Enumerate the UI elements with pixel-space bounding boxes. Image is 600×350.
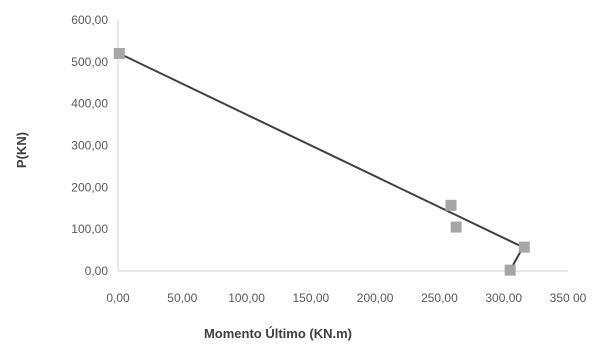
data-point <box>518 241 530 253</box>
x-tick-label: 250,00 <box>421 291 458 305</box>
y-tick-labels: 0,00 100,00 200,00 300,00 400,00 500,00 600,00 <box>71 13 108 278</box>
data-point <box>450 221 462 233</box>
data-point <box>445 199 457 211</box>
x-tick-label: 100,00 <box>228 291 265 305</box>
y-tick-label: 300,00 <box>71 139 108 153</box>
x-tick-label: 150,00 <box>293 291 330 305</box>
y-tick-label: 500,00 <box>71 55 108 69</box>
chart-points <box>113 47 530 276</box>
y-tick-label: 200,00 <box>71 180 108 194</box>
y-tick-label: 400,00 <box>71 97 108 111</box>
y-axis-title: P(KN) <box>14 132 29 168</box>
y-tick-label: 100,00 <box>71 222 108 236</box>
x-tick-label: 300,00 <box>485 291 522 305</box>
x-tick-label: 0,00 <box>106 291 130 305</box>
x-tick-label: 50,00 <box>167 291 197 305</box>
data-point <box>504 264 516 276</box>
y-tick-label: 0,00 <box>85 264 109 278</box>
series-line <box>118 52 524 271</box>
x-tick-label: 200,00 <box>357 291 394 305</box>
data-point <box>113 47 125 59</box>
x-tick-label: 350 00 <box>550 291 587 305</box>
x-tick-labels: 0,00 50,00 100,00 150,00 200,00 250,00 300,00 3… <box>106 291 586 305</box>
chart-lines <box>118 52 524 271</box>
x-axis-title: Momento Último (KN.m) <box>204 326 352 341</box>
chart-axes <box>117 20 568 272</box>
y-tick-label: 600,00 <box>71 13 108 27</box>
